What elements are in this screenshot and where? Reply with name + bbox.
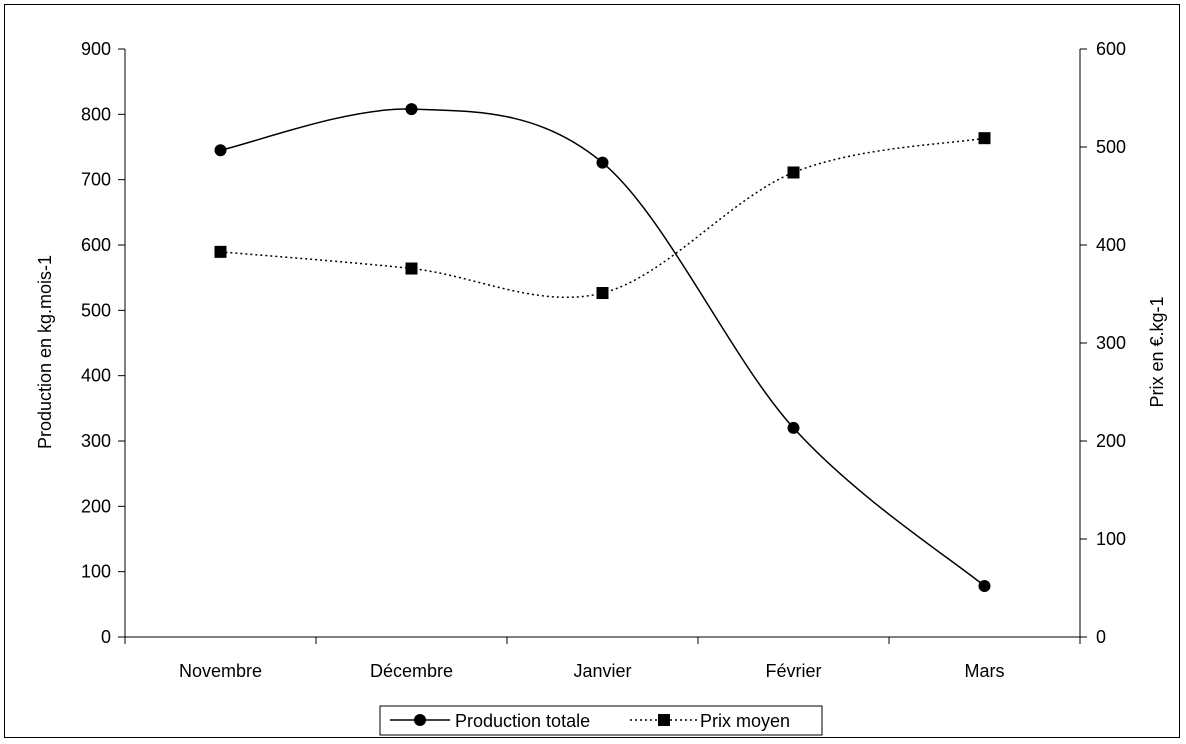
legend-prix-label: Prix moyen: [700, 711, 790, 731]
point-prix-mars: [978, 132, 991, 145]
y-right-tick-label: 400: [1096, 235, 1126, 255]
legend: Production totale Prix moyen: [379, 705, 823, 736]
y-left-tick-label: 600: [81, 235, 111, 255]
y-left-tick-label: 800: [81, 104, 111, 124]
point-production-novembre: [214, 144, 227, 157]
point-prix-février: [787, 166, 800, 179]
y-right-tick-label: 200: [1096, 431, 1126, 451]
y-left-tick-label: 100: [81, 562, 111, 582]
y-right-tick-label: 600: [1096, 39, 1126, 59]
y-left-tick-label: 400: [81, 366, 111, 386]
legend-prix-marker: [658, 714, 670, 726]
series-line-production-totale: [220, 108, 985, 587]
y-right-tick-label: 300: [1096, 333, 1126, 353]
point-prix-janvier: [596, 287, 609, 300]
point-production-janvier: [596, 156, 609, 169]
y-right-tick-label: 500: [1096, 137, 1126, 157]
point-prix-décembre: [405, 262, 418, 275]
y-left-tick-label: 700: [81, 170, 111, 190]
y-left-tick-label: 300: [81, 431, 111, 451]
y-left-tick-label: 500: [81, 300, 111, 320]
series-markers: [214, 103, 991, 593]
x-tick-label: Décembre: [370, 661, 453, 681]
x-tick-label: Janvier: [573, 661, 631, 681]
legend-production-marker: [414, 714, 426, 726]
y-axis-left-title: Production en kg.mois-1: [35, 255, 55, 449]
axes: 0 100 200 300 400 500 600 700 800 900 0 100 200 300 40…: [81, 39, 1126, 681]
x-tick-label: Novembre: [179, 661, 262, 681]
series-lines: [220, 108, 985, 587]
x-tick-label: Mars: [965, 661, 1005, 681]
legend-box: [379, 705, 823, 736]
y-right-tick-label: 100: [1096, 529, 1126, 549]
y-left-tick-label: 200: [81, 496, 111, 516]
y-axis-right-title: Prix en €.kg-1: [1147, 296, 1167, 407]
point-production-décembre: [405, 103, 418, 116]
chart-frame: [4, 4, 1180, 738]
point-prix-novembre: [214, 245, 227, 258]
x-tick-label: Février: [765, 661, 821, 681]
point-production-février: [787, 421, 800, 434]
legend-production-label: Production totale: [455, 711, 590, 731]
y-right-tick-label: 0: [1096, 627, 1106, 647]
y-left-tick-label: 900: [81, 39, 111, 59]
point-production-mars: [978, 580, 991, 593]
y-left-tick-label: 0: [101, 627, 111, 647]
